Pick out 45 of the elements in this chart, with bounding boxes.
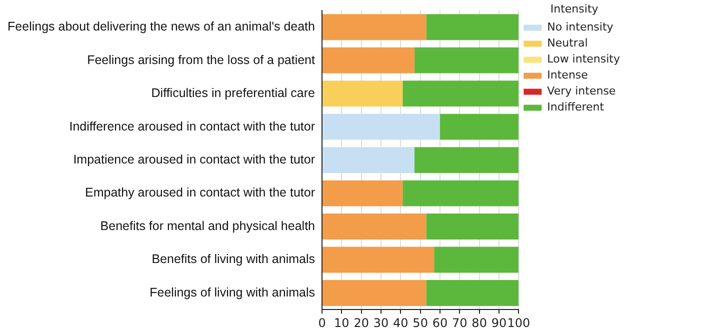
bar (322, 47, 414, 74)
legend-label: Neutral (547, 36, 588, 50)
y-tick-label: Indifference aroused in contact with the tutor (69, 119, 315, 134)
x-tick-label: 60 (432, 316, 448, 330)
x-tick-label: 50 (412, 316, 428, 330)
legend-label: Intense (547, 68, 588, 82)
bar (414, 47, 519, 74)
bar (322, 180, 403, 206)
bar (426, 214, 519, 240)
y-tick-label: Feelings arising from the loss of a patient (87, 52, 316, 67)
x-tick-label: 10 (334, 316, 350, 330)
y-tick-label: Feelings of living with animals (150, 285, 315, 300)
x-tick-label: 30 (373, 316, 389, 330)
legend-label: Very intense (547, 84, 616, 98)
bar (322, 80, 403, 107)
y-tick-label: Benefits for mental and physical health (100, 218, 316, 233)
bar (440, 114, 519, 140)
y-tick-label: Benefits of living with animals (152, 252, 315, 266)
bar (426, 280, 519, 306)
x-tick-label: 20 (354, 316, 369, 330)
legend-label: No intensity (547, 20, 614, 34)
x-tick-label: 40 (393, 316, 408, 330)
bar (322, 246, 434, 273)
bar (402, 80, 519, 107)
x-tick-label: 0 (318, 316, 326, 330)
x-tick-label: 100 (507, 316, 530, 330)
bar (414, 147, 519, 174)
y-tick-label: Empathy aroused in contact with the tutor (85, 186, 315, 200)
y-tick-label: Difficulties in preferential care (151, 86, 316, 100)
bar (322, 214, 426, 240)
bar (322, 114, 440, 140)
bar (402, 180, 519, 206)
y-tick-label: Feelings about delivering the news of an animal's death (8, 20, 316, 34)
bar (322, 147, 414, 174)
y-tick-label: Impatience aroused in contact with the tutor (73, 152, 315, 167)
x-tick-label: 80 (472, 316, 487, 330)
bar (426, 14, 519, 40)
x-tick-label: 70 (452, 316, 468, 330)
legend-label: Low intensity (547, 52, 620, 66)
bar (322, 14, 426, 40)
x-tick-label: 90 (491, 316, 507, 330)
bar (322, 280, 426, 306)
bar (434, 246, 519, 273)
legend-title: Intensity (550, 2, 599, 16)
legend-label: Indifferent (547, 100, 605, 114)
